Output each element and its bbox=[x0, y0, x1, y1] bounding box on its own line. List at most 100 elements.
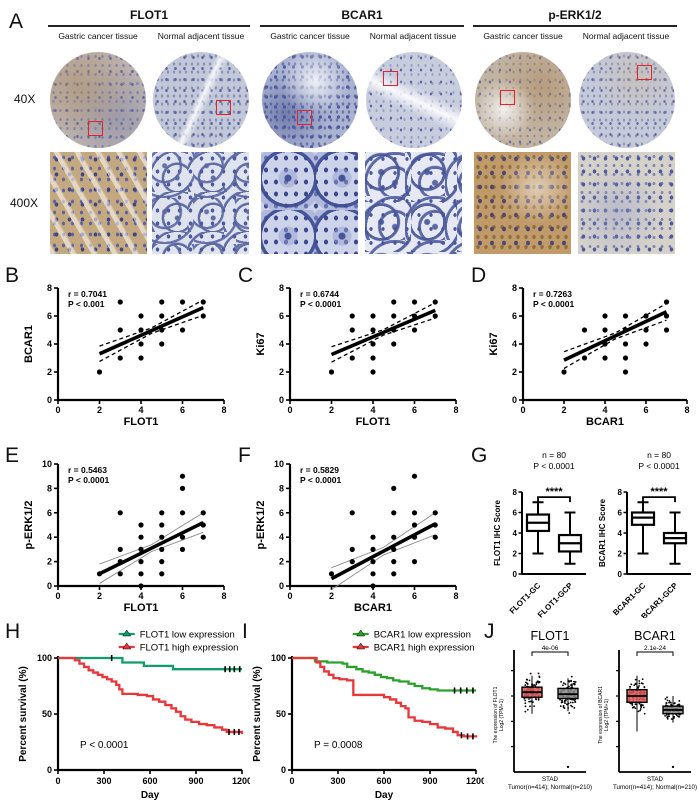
col-label-nat-1: Normal adjacent tissue bbox=[157, 31, 245, 41]
svg-text:8: 8 bbox=[221, 591, 226, 601]
svg-text:FLOT1: FLOT1 bbox=[531, 629, 570, 643]
svg-text:6: 6 bbox=[279, 508, 284, 518]
svg-text:BCAR1 low expression: BCAR1 low expression bbox=[374, 630, 471, 641]
svg-text:FLOT1: FLOT1 bbox=[124, 602, 159, 614]
svg-text:4: 4 bbox=[602, 405, 607, 415]
svg-text:4: 4 bbox=[47, 339, 52, 349]
chart-i-km-bcar1: 0 300 600 900 1200 0 50 100 Day Percent survival … bbox=[252, 630, 484, 801]
svg-text:r = 0.5463: r = 0.5463 bbox=[68, 465, 107, 475]
svg-text:600: 600 bbox=[376, 776, 391, 786]
svg-text:0: 0 bbox=[281, 765, 286, 775]
svg-text:FLOT1 IHC Score: FLOT1 IHC Score bbox=[493, 500, 502, 566]
highlight-box bbox=[296, 109, 312, 125]
svg-text:6: 6 bbox=[412, 591, 417, 601]
svg-text:P = 0.0008: P = 0.0008 bbox=[314, 740, 363, 751]
row-label-40x: 40X bbox=[14, 92, 36, 106]
chart-h-km-flot1: 0 300 600 900 1200 0 50 100 Day Percent survival … bbox=[18, 630, 250, 801]
panel-b-letter: B bbox=[5, 264, 20, 287]
svg-text:P < 0.0001: P < 0.0001 bbox=[533, 461, 574, 471]
svg-text:2: 2 bbox=[97, 405, 102, 415]
svg-text:BCAR1 high expression: BCAR1 high expression bbox=[374, 643, 475, 654]
svg-text:r = 0.5829: r = 0.5829 bbox=[300, 465, 339, 475]
group-title-perk: p-ERK1/2 bbox=[548, 8, 602, 22]
svg-text:STAD: STAD bbox=[647, 776, 664, 783]
panel-e-letter: E bbox=[5, 444, 20, 467]
svg-text:P < 0.0001: P < 0.0001 bbox=[533, 299, 574, 309]
panel-c-letter: C bbox=[238, 264, 254, 287]
group-rule-perk bbox=[473, 25, 677, 27]
svg-text:FLOT1 high expression: FLOT1 high expression bbox=[140, 643, 239, 654]
svg-text:4: 4 bbox=[138, 405, 143, 415]
ihc-image-perk-nat-40x bbox=[579, 52, 675, 148]
svg-text:2.1e-24: 2.1e-24 bbox=[644, 645, 666, 652]
svg-text:6: 6 bbox=[47, 508, 52, 518]
col-label-gc-1: Gastric cancer tissue bbox=[58, 31, 138, 41]
svg-text:BCAR1: BCAR1 bbox=[634, 629, 676, 643]
svg-text:0: 0 bbox=[513, 570, 518, 579]
svg-text:8: 8 bbox=[453, 591, 458, 601]
svg-text:STAD: STAD bbox=[542, 776, 559, 783]
svg-text:4: 4 bbox=[370, 405, 375, 415]
svg-text:0: 0 bbox=[279, 581, 284, 591]
svg-text:0: 0 bbox=[512, 395, 517, 405]
svg-text:Tumor(n=414); Normal(n=210): Tumor(n=414); Normal(n=210) bbox=[508, 784, 592, 791]
group-title-flot1: FLOT1 bbox=[130, 8, 168, 22]
svg-text:0: 0 bbox=[47, 765, 52, 775]
highlight-box bbox=[383, 71, 399, 87]
svg-text:0: 0 bbox=[55, 776, 60, 786]
svg-text:300: 300 bbox=[330, 776, 345, 786]
svg-text:0: 0 bbox=[289, 776, 294, 786]
svg-text:6: 6 bbox=[180, 405, 185, 415]
chart-g-box-flot1-ihc: n = 80P < 0.0001 0 2 4 6 8 FLOT1 IHC Score FLOT… bbox=[493, 450, 586, 618]
svg-text:FLOT1 low expression: FLOT1 low expression bbox=[140, 630, 235, 641]
panel-j-letter: J bbox=[484, 620, 495, 643]
svg-text:p-ERK1/2: p-ERK1/2 bbox=[255, 501, 267, 550]
svg-text:300: 300 bbox=[96, 776, 111, 786]
svg-text:****: **** bbox=[650, 486, 668, 498]
chart-j-gepia-bcar1: BCAR1 The expression of BCAR1 Log2 (TPM+1)… bbox=[598, 629, 697, 791]
svg-text:2: 2 bbox=[618, 550, 623, 559]
svg-text:r = 0.6744: r = 0.6744 bbox=[300, 289, 339, 299]
ihc-image-perk-gc-400x bbox=[474, 152, 571, 254]
svg-text:100: 100 bbox=[271, 653, 286, 663]
svg-text:8: 8 bbox=[221, 405, 226, 415]
svg-text:r = 0.7041: r = 0.7041 bbox=[68, 289, 107, 299]
svg-text:6: 6 bbox=[279, 311, 284, 321]
svg-text:8: 8 bbox=[513, 488, 518, 497]
svg-text:0: 0 bbox=[520, 405, 525, 415]
svg-text:50: 50 bbox=[276, 709, 286, 719]
svg-text:0: 0 bbox=[287, 591, 292, 601]
svg-text:Tumor(n=414); Normal(n=210): Tumor(n=414); Normal(n=210) bbox=[613, 784, 697, 791]
svg-text:0: 0 bbox=[618, 570, 623, 579]
svg-text:2: 2 bbox=[97, 591, 102, 601]
svg-text:1200: 1200 bbox=[232, 776, 250, 786]
ihc-image-flot1-gc-40x bbox=[50, 52, 146, 148]
svg-text:P < 0.0001: P < 0.0001 bbox=[300, 475, 341, 485]
panel-i-letter: I bbox=[242, 620, 248, 643]
svg-text:2: 2 bbox=[47, 557, 52, 567]
svg-text:P < 0.0001: P < 0.0001 bbox=[638, 461, 679, 471]
svg-text:P < 0.0001: P < 0.0001 bbox=[300, 299, 341, 309]
svg-text:4: 4 bbox=[370, 591, 375, 601]
svg-text:p-ERK1/2: p-ERK1/2 bbox=[23, 501, 35, 550]
svg-text:6: 6 bbox=[643, 405, 648, 415]
svg-text:FLOT1: FLOT1 bbox=[124, 416, 159, 428]
svg-text:n = 80: n = 80 bbox=[647, 450, 671, 460]
svg-text:8: 8 bbox=[47, 283, 52, 293]
ihc-image-perk-gc-40x bbox=[475, 52, 571, 148]
svg-text:The expression of BCAR1: The expression of BCAR1 bbox=[598, 686, 604, 744]
svg-text:4: 4 bbox=[279, 532, 284, 542]
svg-text:8: 8 bbox=[279, 283, 284, 293]
svg-text:****: **** bbox=[545, 486, 563, 498]
svg-text:BCAR1 IHC Score: BCAR1 IHC Score bbox=[598, 498, 607, 567]
highlight-box bbox=[499, 90, 515, 106]
panel-h-letter: H bbox=[5, 620, 21, 643]
col-label-nat-3: Normal adjacent tissue bbox=[582, 31, 670, 41]
svg-text:Ki67: Ki67 bbox=[488, 332, 500, 355]
svg-text:BCAR1: BCAR1 bbox=[354, 602, 392, 614]
